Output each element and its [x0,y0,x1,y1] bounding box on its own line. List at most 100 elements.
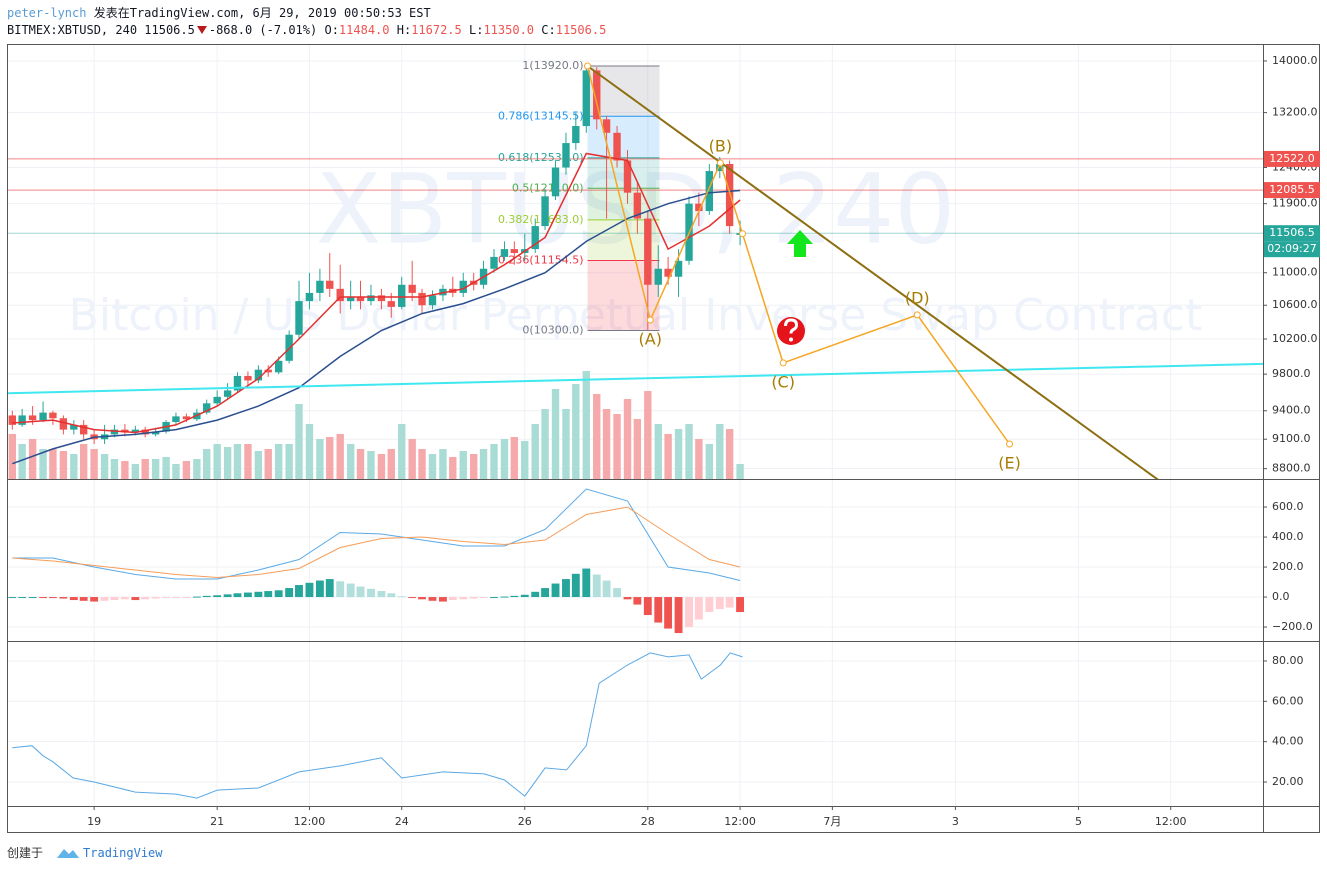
candle-body [367,295,375,302]
wave-point [779,359,787,367]
volume-bar [562,409,570,479]
volume-bar [459,451,467,479]
y-tick-label: 9800.0 [1272,367,1311,380]
volume-bar [387,449,395,479]
candle-body [716,163,724,172]
volume-bar [664,434,672,479]
macd-histogram-bar [254,591,263,598]
moving-average [12,152,741,434]
volume-bar [79,444,88,479]
close: 11506.5 [555,23,607,37]
x-tick-label: 28 [641,815,655,828]
y-tick-label: 8800.0 [1272,462,1311,475]
candle-body [459,280,467,293]
candle-body [172,416,180,423]
macd-histogram-bar [510,595,519,598]
candle-body [274,360,283,373]
macd-line [12,488,741,581]
y-tick-label: 80.00 [1272,654,1304,667]
wave-point [584,62,592,70]
macd-histogram-bar [120,597,129,600]
volume-bar [736,464,744,479]
close-label: C: [541,23,556,37]
macd-histogram-bar [285,588,294,598]
candle-body [541,196,549,227]
macd-pane [8,479,1263,641]
volume-bar [398,424,406,479]
macd-histogram-bar [643,597,652,616]
candle-body [110,429,119,435]
y-tick-label: 600.0 [1272,500,1304,513]
y-tick-label: 0.0 [1272,590,1290,603]
candle-body [182,416,191,420]
candle-body [674,260,683,277]
annotation-icons [777,230,813,345]
candle-body [531,226,539,250]
macd-histogram-bar [367,588,375,598]
high: 11672.5 [411,23,462,37]
macd-histogram-bar [705,597,714,613]
candle-body [8,415,16,425]
question-dot [789,337,793,342]
macd-histogram-bar [571,573,580,598]
macd-histogram-bar [356,586,365,598]
y-tick-label: 9100.0 [1272,432,1311,445]
volume-bar [644,391,652,479]
macd-histogram-bar [48,597,57,599]
volume-bar [274,444,283,479]
fib-label: 1(13920.0) [522,59,583,72]
macd-histogram-bar [305,582,314,598]
macd-histogram-bar [172,597,180,599]
volume-bar [295,404,303,479]
x-tick-label: 3 [952,815,959,828]
price-label-box [1264,182,1320,199]
volume-bar [685,424,693,479]
volume-bar [500,439,509,479]
volume-bar [59,451,68,479]
volume-bar [470,454,478,479]
volume-bar [449,457,457,479]
candle-body [356,297,365,302]
candle-body [623,160,632,193]
volume-bar [213,444,221,479]
macd-histogram-bar [613,588,621,598]
macd-histogram-bar [633,597,642,605]
volume-bar [305,424,314,479]
macd-histogram-bar [602,580,611,598]
volume-bar [233,444,242,479]
symbol: BITMEX:XBTUSD, 240 [7,23,138,37]
candle-body [336,288,344,302]
last-price: 11506.5 [144,23,195,37]
volume-bar [326,437,334,479]
candle-body [644,218,652,285]
volume-bar [39,449,47,479]
y-tick-label: 60.00 [1272,694,1304,707]
volume-bar [633,419,642,479]
up-arrow-icon [787,230,813,257]
macd-histogram-bar [674,597,683,634]
macd-histogram-bar [520,594,529,598]
volume-bar [654,424,662,479]
y-tick-label: 10200.0 [1272,332,1318,345]
x-tick-label: 5 [1075,815,1082,828]
candle-body [428,295,437,306]
macd-histogram-bar [264,591,273,598]
volume-bar [439,449,447,479]
volume-bar [377,454,386,479]
low: 11350.0 [483,23,535,37]
x-tick-label: 12:00 [294,815,326,828]
brand-logo [57,848,80,858]
candle-body [418,292,426,306]
macd-histogram-bar [141,597,150,600]
volume-bar [316,439,324,479]
candle-body [28,415,37,421]
macd-histogram-bar [233,593,242,598]
volume-bar [674,429,683,479]
volume-bar [695,439,703,479]
frame [7,44,1320,833]
footer: 创建于 TradingView [7,844,163,861]
volume-bar [223,447,232,479]
volume-bar [336,434,344,479]
x-tick-label: 24 [395,815,409,828]
macd-histogram-bar [131,597,140,601]
